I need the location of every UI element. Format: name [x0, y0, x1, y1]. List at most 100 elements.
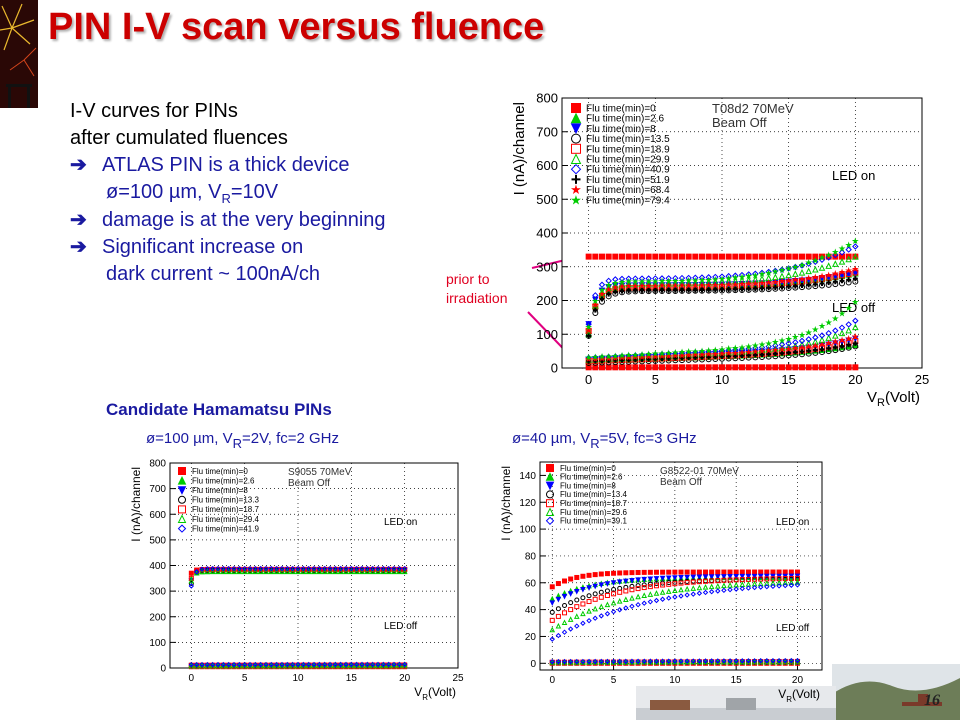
data-point — [215, 565, 221, 572]
data-point: ★ — [791, 343, 799, 353]
data-point: ★ — [718, 280, 726, 290]
data-point: ★ — [691, 346, 699, 356]
data-point — [715, 578, 721, 584]
data-point — [605, 364, 612, 371]
data-point — [812, 334, 819, 341]
y-tick-label: 600 — [536, 158, 558, 173]
data-point: ★ — [851, 297, 859, 307]
data-point — [359, 568, 365, 574]
data-point: ★ — [605, 280, 613, 290]
data-point — [586, 608, 592, 614]
data-point — [625, 275, 632, 282]
data-point: ★ — [745, 279, 753, 289]
data-point — [758, 569, 764, 575]
data-point — [739, 569, 745, 575]
data-point — [832, 273, 839, 280]
x-tick-label: 15 — [346, 673, 358, 684]
data-point — [759, 253, 765, 260]
data-point: ★ — [711, 274, 719, 284]
data-point — [177, 486, 187, 495]
data-point — [555, 606, 561, 612]
data-point — [792, 342, 799, 349]
data-point — [779, 253, 785, 260]
data-point — [839, 364, 845, 371]
data-point — [745, 345, 752, 352]
data-point: ★ — [665, 348, 673, 358]
data-point — [845, 321, 852, 328]
data-point — [380, 565, 387, 572]
data-point — [684, 569, 690, 575]
data-point — [739, 286, 745, 292]
data-point: ★ — [731, 343, 739, 353]
data-point — [738, 277, 746, 284]
data-point — [715, 658, 721, 664]
data-point — [252, 565, 259, 572]
data-point: ★ — [585, 352, 593, 362]
data-point: ★ — [638, 276, 646, 286]
data-point: ★ — [738, 347, 746, 357]
data-point — [586, 593, 592, 599]
data-point — [573, 588, 580, 595]
data-point — [580, 620, 586, 626]
data-point — [732, 253, 739, 260]
data-point — [295, 565, 301, 572]
data-point — [703, 578, 709, 584]
data-point — [311, 661, 317, 668]
data-point — [300, 567, 306, 573]
data-point — [321, 565, 328, 572]
data-point — [826, 280, 832, 286]
data-point — [702, 658, 709, 664]
legend-label: Flu time(min)=0 — [560, 464, 616, 473]
data-point: ★ — [691, 275, 699, 285]
data-point — [226, 567, 232, 573]
data-point — [545, 516, 555, 526]
data-point — [274, 567, 280, 573]
data-point — [785, 343, 792, 350]
data-point — [709, 569, 715, 575]
data-point — [639, 287, 645, 293]
data-point — [812, 337, 819, 345]
data-point — [353, 565, 360, 572]
data-point: ★ — [798, 260, 806, 270]
data-point — [653, 597, 660, 604]
data-point — [733, 586, 739, 592]
x-tick-label: 5 — [652, 372, 659, 387]
data-point: ★ — [711, 349, 719, 359]
data-point — [792, 364, 799, 371]
data-point — [666, 287, 672, 293]
data-point — [612, 281, 619, 289]
data-point — [616, 607, 623, 613]
data-point — [639, 356, 645, 362]
data-point — [375, 567, 381, 573]
data-point — [332, 661, 339, 668]
data-point: ★ — [631, 277, 639, 287]
data-point — [672, 575, 678, 581]
data-point — [625, 364, 632, 371]
data-point: ★ — [671, 348, 679, 358]
arrow-item-1-detail: ø=100 µm, VR=10V — [106, 181, 279, 206]
data-point — [570, 112, 582, 124]
data-point — [241, 565, 248, 572]
x-tick-label: 10 — [292, 673, 304, 684]
data-point — [647, 591, 654, 597]
data-point — [209, 661, 216, 668]
data-point — [231, 565, 237, 572]
data-point — [798, 340, 806, 348]
data-point — [605, 284, 612, 291]
data-point — [626, 288, 632, 294]
data-point — [386, 567, 392, 573]
data-point — [696, 569, 702, 575]
data-point — [295, 661, 301, 668]
data-point — [678, 279, 686, 287]
data-point — [305, 661, 312, 668]
data-point — [625, 253, 632, 260]
data-point: ★ — [838, 267, 846, 277]
data-point — [725, 347, 732, 354]
data-point — [599, 296, 605, 302]
data-point — [268, 568, 275, 574]
data-point: ★ — [798, 274, 806, 284]
data-point: ★ — [778, 336, 786, 346]
data-point: ★ — [658, 281, 666, 291]
data-point — [549, 609, 555, 615]
data-point — [653, 576, 660, 582]
